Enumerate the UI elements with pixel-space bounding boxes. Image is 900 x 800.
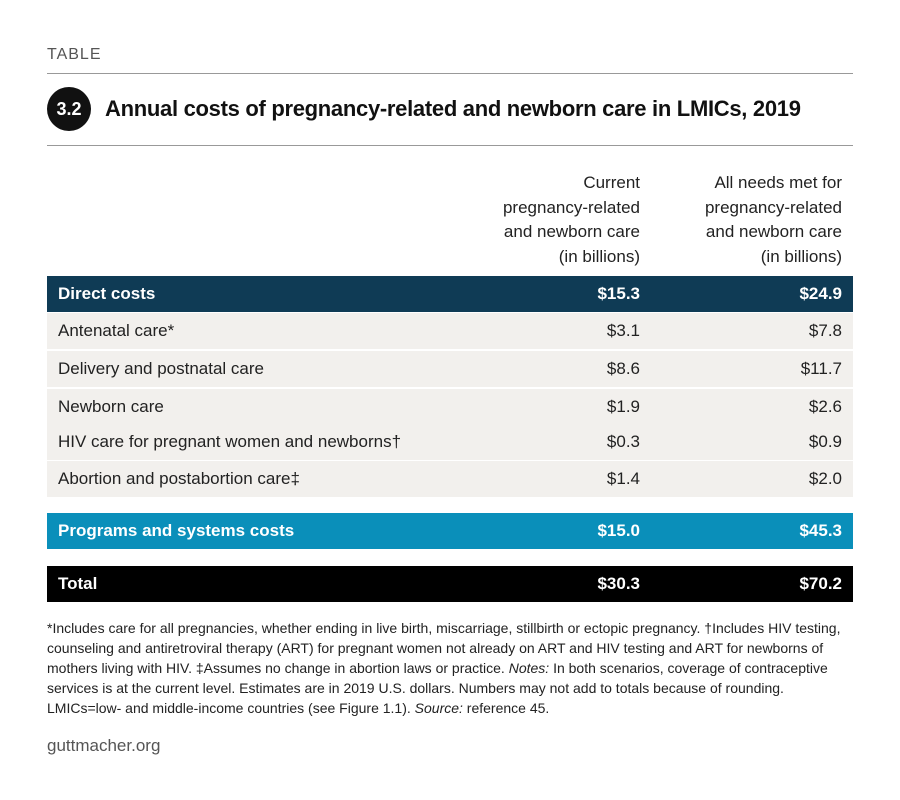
table-label: TABLE (47, 46, 102, 63)
table-title-row: 3.2 Annual costs of pregnancy-related an… (47, 87, 801, 131)
table-title: Annual costs of pregnancy-related and ne… (105, 96, 801, 121)
programs-systems-row: Programs and systems costs $15.0 $45.3 (47, 513, 853, 549)
table-footnote: *Includes care for all pregnancies, whet… (47, 620, 841, 716)
row-divider (47, 387, 853, 389)
title-rule (47, 145, 853, 146)
column-header-needs-met: All needs met for pregnancy-related and … (704, 173, 842, 266)
table-row: Delivery and postnatal care $8.6 $11.7 (47, 351, 853, 387)
table-row: Newborn care $1.9 $2.6 (47, 389, 853, 425)
direct-costs-row: Direct costs $15.3 $24.9 (47, 276, 853, 312)
table-row: Antenatal care* $3.1 $7.8 (47, 313, 853, 349)
table-row: Abortion and postabortion care‡ $1.4 $2.… (47, 461, 853, 497)
table-row: HIV care for pregnant women and newborns… (47, 424, 853, 460)
row-divider (47, 349, 853, 351)
top-rule (47, 73, 853, 74)
total-row: Total $30.3 $70.2 (47, 566, 853, 602)
site-url: guttmacher.org (47, 736, 161, 755)
table-number-badge: 3.2 (47, 87, 91, 131)
column-header-current: Current pregnancy-related and newborn ca… (502, 173, 640, 266)
